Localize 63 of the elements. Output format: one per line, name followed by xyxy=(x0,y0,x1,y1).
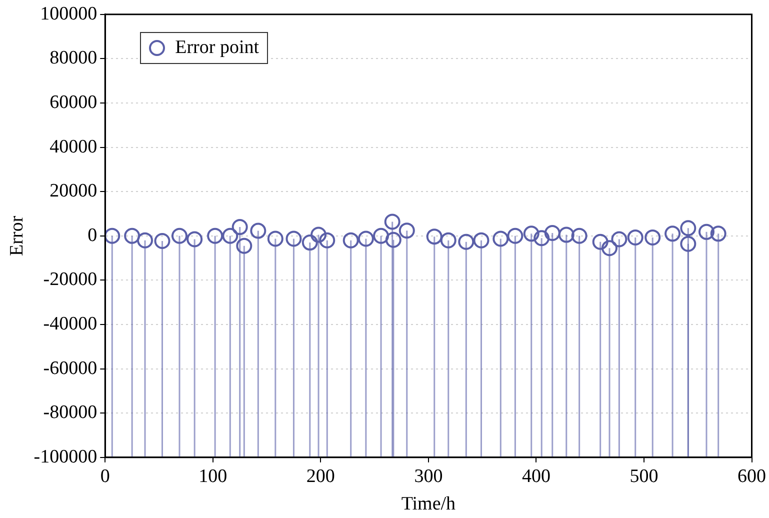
point xyxy=(627,229,644,246)
point xyxy=(319,232,336,248)
y-tick-label: 40000 xyxy=(50,136,98,158)
point xyxy=(171,228,188,244)
y-tick-label: -20000 xyxy=(43,269,98,290)
point xyxy=(492,230,509,247)
point xyxy=(124,228,140,244)
point xyxy=(592,234,608,250)
point xyxy=(611,231,628,248)
point xyxy=(236,238,252,254)
x-tick-label: 500 xyxy=(630,466,658,487)
point xyxy=(154,232,170,249)
point xyxy=(222,228,238,244)
point xyxy=(105,228,120,244)
y-tick-label: 80000 xyxy=(50,48,98,69)
y-tick-label: 0 xyxy=(88,224,98,246)
point xyxy=(250,222,266,239)
y-tick-label: -80000 xyxy=(43,402,98,424)
point xyxy=(664,226,681,242)
x-tick-label: 200 xyxy=(306,466,335,487)
x-tick-label: 100 xyxy=(198,466,228,487)
point xyxy=(710,226,726,242)
point xyxy=(302,234,318,251)
x-tick-label: 300 xyxy=(414,466,443,487)
point xyxy=(644,229,661,246)
legend-label: Error point xyxy=(175,37,260,60)
point xyxy=(473,232,490,248)
point xyxy=(507,228,524,244)
y-tick-label: -100000 xyxy=(34,446,98,468)
y-tick-label: 60000 xyxy=(50,92,98,113)
point xyxy=(534,230,550,246)
point xyxy=(571,228,588,244)
point xyxy=(426,228,442,245)
point xyxy=(186,231,203,248)
y-tick-label: 100000 xyxy=(40,3,98,24)
y-axis-title: Error xyxy=(6,215,28,256)
y-tick-label: 20000 xyxy=(50,180,98,202)
point xyxy=(398,222,415,239)
point xyxy=(558,226,574,243)
point xyxy=(523,226,540,242)
x-tick-label: 400 xyxy=(522,466,550,487)
point xyxy=(680,220,696,236)
point xyxy=(207,228,224,244)
x-axis-title: Time/h xyxy=(401,494,456,515)
point xyxy=(698,224,714,240)
point xyxy=(385,232,402,248)
point xyxy=(680,236,696,252)
y-tick-label: -60000 xyxy=(43,358,98,379)
point xyxy=(458,234,474,250)
point xyxy=(267,230,284,247)
point xyxy=(384,214,400,230)
point xyxy=(440,232,456,248)
point xyxy=(310,226,327,243)
y-tick-label: -40000 xyxy=(43,313,98,334)
point xyxy=(137,232,153,248)
point xyxy=(373,228,390,244)
point xyxy=(342,232,359,248)
point xyxy=(544,225,560,242)
x-tick-label: 600 xyxy=(738,466,766,487)
point xyxy=(358,230,374,247)
point xyxy=(286,230,302,247)
point xyxy=(601,240,618,256)
point xyxy=(232,219,248,236)
